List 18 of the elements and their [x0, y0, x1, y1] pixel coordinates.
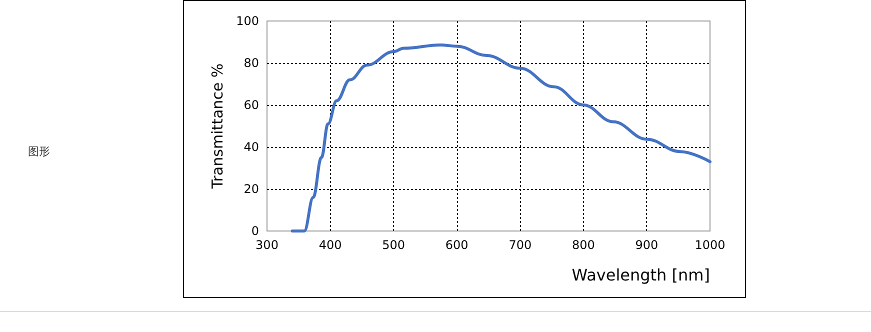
x-axis-title: Wavelength [nm] [572, 266, 710, 284]
line-series [290, 43, 712, 232]
y-tick-label: 0 [251, 224, 259, 238]
x-tick-label: 300 [256, 238, 278, 252]
y-tick-label: 20 [244, 182, 259, 196]
y-axis-title: Transmittance % [208, 63, 227, 190]
y-tick-label: 80 [244, 56, 259, 70]
y-tick-label: 60 [244, 98, 259, 112]
x-tick-label: 1000 [694, 238, 726, 252]
y-tick-label: 40 [244, 140, 259, 154]
text: 图形 [28, 145, 50, 158]
x-tick-label: 400 [318, 238, 342, 252]
x-tick-label: 800 [572, 238, 595, 252]
x-tick-label: 600 [445, 238, 468, 252]
x-tick-label: 500 [382, 238, 406, 252]
y-tick-label: 100 [236, 14, 259, 28]
x-tick-label: 900 [635, 238, 658, 252]
x-tick-label: 700 [508, 238, 532, 252]
